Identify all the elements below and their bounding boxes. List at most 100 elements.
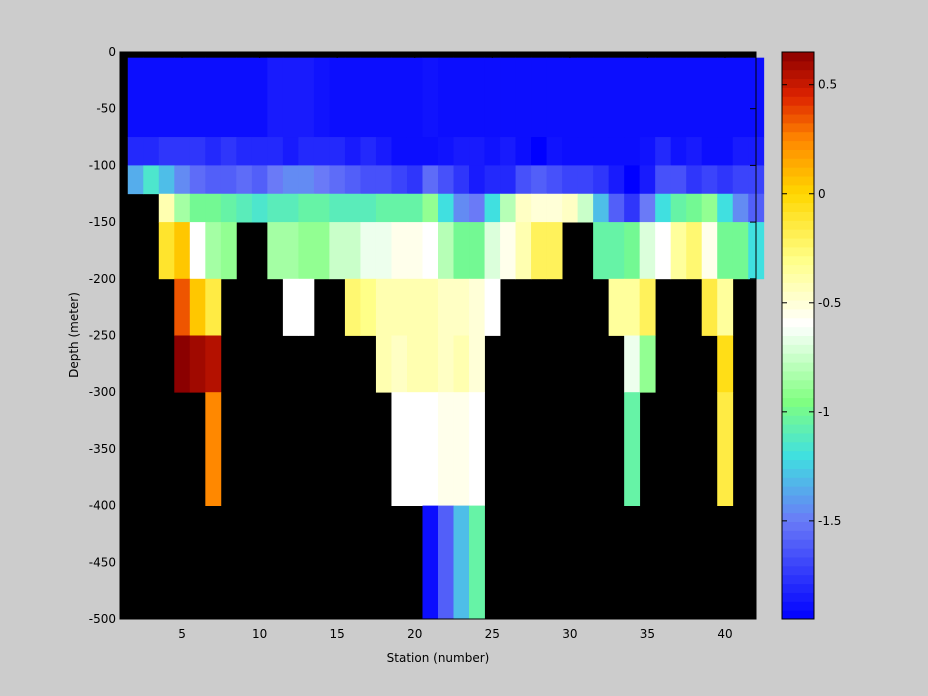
heatmap-cell (220, 193, 237, 223)
heatmap-cell (438, 193, 454, 223)
heatmap-cell (298, 165, 315, 195)
colorbar-segment (782, 565, 814, 576)
y-axis-label: Depth (meter) (67, 292, 81, 378)
heatmap-cell (158, 137, 175, 166)
colorbar-ticks: 0.5 0 -0.5 -1 -1.5 (782, 78, 841, 528)
heatmap-cell (205, 57, 222, 138)
heatmap-cell (422, 278, 439, 336)
heatmap-cell (624, 392, 641, 506)
heatmap-cell (267, 137, 284, 166)
heatmap-cell (344, 193, 361, 223)
heatmap-cell (422, 505, 439, 620)
heatmap-cell (717, 392, 734, 506)
heatmap-cell (375, 57, 392, 138)
colorbar-segment (782, 69, 814, 80)
heatmap-cell (453, 137, 470, 166)
colorbar-segment (782, 601, 814, 611)
heatmap-cell (717, 137, 734, 166)
colorbar-gradient (782, 52, 814, 620)
heatmap-cell (344, 165, 361, 195)
heatmap-cell (282, 57, 299, 138)
heatmap-cell (282, 137, 299, 166)
heatmap-cell (189, 278, 206, 336)
heatmap-cell (174, 165, 191, 195)
heatmap-cell (438, 278, 454, 336)
heatmap-cell (639, 278, 656, 336)
heatmap-cell (562, 193, 579, 223)
colorbar-segment (782, 592, 814, 602)
heatmap-cell (391, 222, 408, 280)
heatmap-cell (500, 165, 516, 195)
colorbar-segment (782, 149, 814, 159)
heatmap-cell (624, 137, 641, 166)
heatmap-cell (608, 137, 625, 166)
heatmap-cell (282, 278, 299, 336)
heatmap-cell (406, 165, 423, 195)
colorbar-segment (782, 87, 814, 97)
heatmap-cell (484, 193, 501, 223)
colorbar-segment (782, 397, 814, 407)
heatmap-cell (205, 392, 222, 506)
heatmap-cell (360, 193, 377, 223)
heatmap-cell (453, 222, 470, 280)
heatmap-cell (143, 137, 160, 166)
heatmap-cell (267, 57, 284, 138)
y-tick-label: -350 (89, 442, 116, 456)
heatmap-cell (577, 57, 594, 138)
heatmap-cell (189, 57, 206, 138)
heatmap-cell (220, 137, 237, 166)
heatmap-cell (639, 137, 656, 166)
heatmap-cell (438, 57, 454, 138)
heatmap-cell (577, 137, 594, 166)
heatmap-cell (593, 193, 610, 223)
heatmap-cell (329, 165, 346, 195)
heatmap-cell (189, 137, 206, 166)
heatmap-cell (143, 57, 160, 138)
colorbar-segment (782, 574, 814, 585)
heatmap-cell (438, 222, 454, 280)
heatmap-cell (422, 193, 439, 223)
heatmap-cell (174, 278, 191, 336)
heatmap-cell (515, 137, 532, 166)
heatmap-cell (422, 137, 439, 166)
colorbar-segment (782, 406, 814, 416)
heatmap-cell (624, 57, 641, 138)
heatmap-cell (655, 222, 672, 280)
heatmap-cell (484, 57, 501, 138)
heatmap-cell (236, 165, 253, 195)
heatmap-cell (686, 193, 703, 223)
heatmap-cell (531, 57, 547, 138)
heatmap-cell (546, 165, 563, 195)
heatmap-cell (484, 137, 501, 166)
heatmap-cell (251, 137, 268, 166)
heatmap-cell (220, 222, 237, 280)
colorbar-segment (782, 176, 814, 186)
colorbar-segment (782, 415, 814, 425)
heatmap-cell (577, 193, 594, 223)
heatmap-cell (655, 193, 672, 223)
heatmap-cell (453, 278, 470, 336)
colorbar-segment (782, 140, 814, 150)
heatmap-cell (701, 137, 718, 166)
heatmap-cell (375, 335, 392, 393)
heatmap-cell (624, 193, 641, 223)
heatmap-cell (469, 193, 485, 223)
heatmap-cell (344, 137, 361, 166)
colorbar-segment (782, 255, 814, 266)
heatmap-cell (608, 193, 625, 223)
heatmap-cell (236, 193, 253, 223)
x-tick-label: 25 (485, 627, 500, 641)
heatmap-cell (282, 193, 299, 223)
heatmap-cell (158, 222, 175, 280)
heatmap-cell (391, 57, 408, 138)
colorbar-segment (782, 362, 814, 372)
heatmap-cell (608, 222, 625, 280)
heatmap-cell (375, 222, 392, 280)
colorbar-segment (782, 229, 814, 239)
heatmap-cell (484, 278, 501, 336)
heatmap-cell (282, 222, 299, 280)
colorbar-segment (782, 291, 814, 301)
heatmap-cell (593, 165, 610, 195)
colorbar-segment (782, 264, 814, 274)
